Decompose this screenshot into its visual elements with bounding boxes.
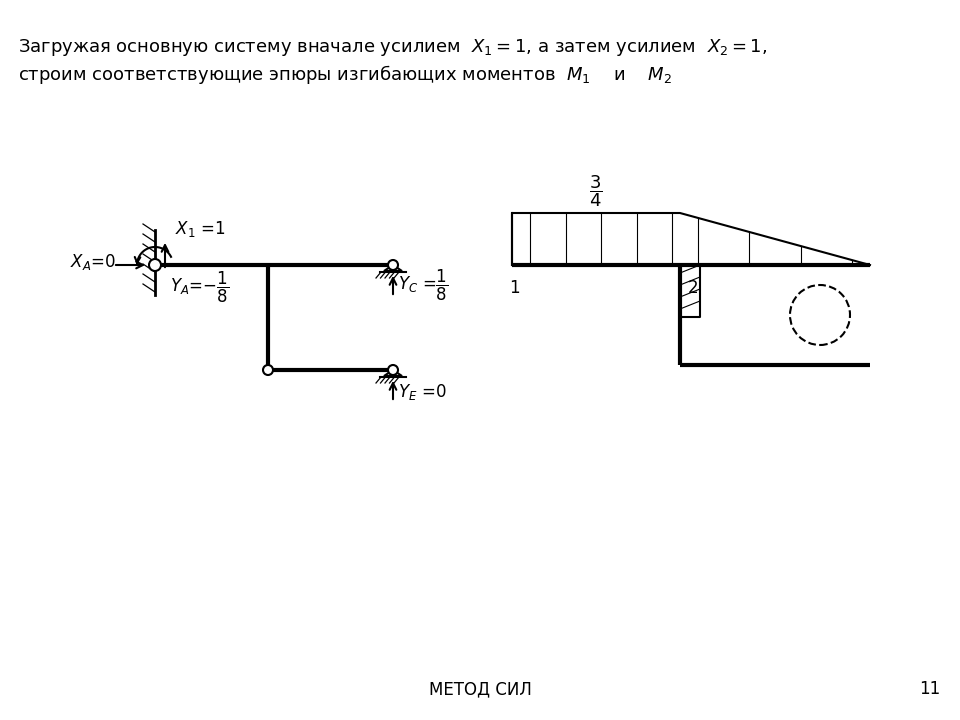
Text: $X_1$ =1: $X_1$ =1	[175, 219, 226, 239]
Polygon shape	[680, 265, 700, 317]
Text: 1: 1	[509, 279, 519, 297]
Text: 2: 2	[688, 279, 699, 297]
Text: $Y_C$ =$\dfrac{1}{8}$: $Y_C$ =$\dfrac{1}{8}$	[398, 267, 448, 302]
Text: строим соответствующие эпюры изгибающих моментов  $M_1$    и    $M_2$: строим соответствующие эпюры изгибающих …	[18, 63, 672, 86]
Text: $Y_A$=$-\dfrac{1}{8}$: $Y_A$=$-\dfrac{1}{8}$	[170, 270, 229, 305]
Polygon shape	[512, 213, 870, 265]
Circle shape	[263, 365, 273, 375]
Text: Загружая основную систему вначале усилием  $X_1 = 1$, а затем усилием  $X_2 = 1$: Загружая основную систему вначале усилие…	[18, 37, 767, 58]
Text: $X_A$=0: $X_A$=0	[70, 252, 116, 272]
Circle shape	[388, 365, 398, 375]
Text: $M_1$: $M_1$	[806, 303, 834, 327]
Circle shape	[388, 260, 398, 270]
Text: $Y_E$ =0: $Y_E$ =0	[398, 382, 446, 402]
Circle shape	[149, 259, 161, 271]
Text: $\dfrac{3}{4}$: $\dfrac{3}{4}$	[589, 174, 603, 209]
Text: МЕТОД СИЛ: МЕТОД СИЛ	[428, 680, 532, 698]
Text: 11: 11	[920, 680, 941, 698]
Circle shape	[790, 285, 850, 345]
